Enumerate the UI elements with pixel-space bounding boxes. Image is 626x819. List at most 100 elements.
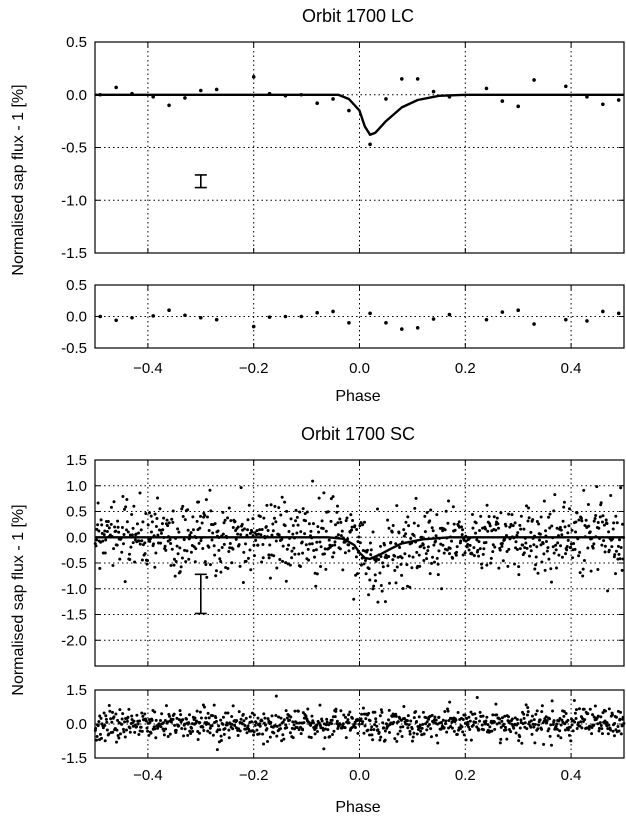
data-point: [460, 725, 464, 729]
data-point: [472, 546, 476, 550]
data-point: [574, 708, 578, 712]
data-point: [294, 508, 298, 512]
data-point: [408, 732, 412, 736]
data-point: [406, 515, 410, 519]
data-point: [344, 715, 348, 719]
data-point: [431, 529, 435, 533]
data-point: [515, 547, 519, 551]
data-point: [440, 587, 444, 591]
data-point: [169, 563, 173, 567]
data-point: [526, 706, 530, 710]
data-point: [246, 528, 250, 532]
data-point: [247, 503, 251, 507]
data-point: [171, 520, 175, 524]
y-tick-label: 0.5: [66, 277, 87, 294]
data-point: [497, 566, 501, 570]
data-point: [219, 734, 223, 738]
data-point: [183, 518, 187, 522]
data-point: [111, 710, 115, 714]
data-point: [238, 564, 242, 568]
data-point: [582, 559, 586, 563]
data-point: [335, 722, 339, 726]
data-point: [552, 551, 556, 555]
data-point: [103, 529, 107, 533]
data-point: [214, 569, 218, 573]
data-point: [118, 708, 122, 712]
data-point: [317, 721, 321, 725]
data-point: [398, 716, 402, 720]
data-point: [280, 537, 284, 541]
data-point: [208, 488, 212, 492]
data-point: [134, 532, 138, 536]
data-point: [524, 504, 528, 508]
data-point: [381, 721, 385, 725]
data-point: [365, 548, 369, 552]
data-point: [103, 739, 107, 743]
data-point: [256, 543, 260, 547]
data-point: [407, 554, 411, 558]
data-point: [367, 711, 371, 715]
data-point: [336, 521, 340, 525]
data-point: [333, 523, 337, 527]
data-point: [315, 101, 319, 105]
data-point: [379, 708, 383, 712]
data-point: [332, 729, 336, 733]
data-point: [279, 716, 283, 720]
data-point: [416, 524, 420, 528]
data-point: [380, 589, 384, 593]
data-point: [411, 735, 415, 739]
data-point: [97, 529, 101, 533]
data-point: [99, 518, 103, 522]
data-point: [195, 709, 199, 713]
data-point: [428, 519, 432, 523]
data-point: [621, 522, 625, 526]
data-point: [441, 543, 445, 547]
data-point: [184, 560, 188, 564]
data-point: [583, 523, 587, 527]
data-point: [324, 567, 328, 571]
data-point: [467, 548, 471, 552]
data-point: [125, 719, 129, 723]
data-point: [271, 529, 275, 533]
data-point: [421, 722, 425, 726]
data-point: [94, 738, 98, 742]
data-point: [614, 572, 618, 576]
data-point: [495, 516, 499, 520]
data-point: [168, 538, 172, 542]
data-point: [498, 717, 502, 721]
data-point: [133, 730, 137, 734]
data-point: [574, 520, 578, 524]
data-point: [199, 514, 203, 518]
y-tick-label: -0.5: [61, 555, 87, 572]
data-point: [160, 522, 164, 526]
data-point: [255, 529, 259, 533]
data-point: [609, 493, 613, 497]
data-point: [208, 563, 212, 567]
data-point: [568, 725, 572, 729]
data-point: [210, 724, 214, 728]
data-point: [378, 738, 382, 742]
data-point: [454, 553, 458, 557]
data-point: [441, 718, 445, 722]
data-point: [494, 702, 498, 706]
data-point: [96, 523, 100, 527]
data-point: [403, 552, 407, 556]
data-point: [151, 314, 155, 318]
data-point: [202, 705, 206, 709]
data-point: [104, 714, 108, 718]
data-point: [109, 505, 113, 509]
data-point: [429, 735, 433, 739]
data-point: [114, 529, 118, 533]
data-point: [117, 736, 121, 740]
data-point: [472, 554, 476, 558]
data-point: [516, 104, 520, 109]
data-point: [575, 511, 579, 515]
data-point: [544, 540, 548, 544]
data-point: [163, 718, 167, 722]
data-point: [240, 522, 244, 526]
data-point: [549, 567, 553, 571]
data-point: [532, 322, 536, 326]
data-point: [302, 721, 306, 725]
data-point: [291, 736, 295, 740]
data-point: [592, 715, 596, 719]
